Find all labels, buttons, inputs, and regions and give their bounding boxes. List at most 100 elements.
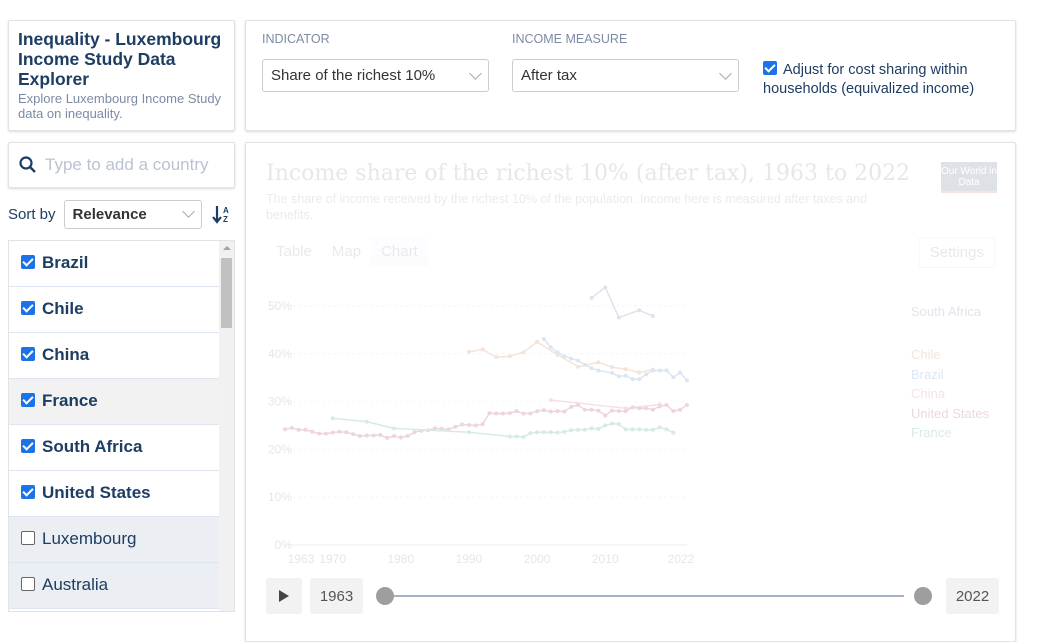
series-line <box>332 417 674 438</box>
tab-map[interactable]: Map <box>331 243 362 260</box>
data-point <box>671 430 676 435</box>
tab-chart[interactable]: Chart <box>371 237 428 266</box>
income-measure-label: INCOME MEASURE <box>512 32 628 46</box>
play-button[interactable] <box>266 578 302 614</box>
data-point <box>671 409 676 414</box>
data-point <box>657 402 662 407</box>
data-point <box>337 429 342 434</box>
data-point <box>637 308 642 313</box>
data-point <box>596 360 601 365</box>
data-point <box>548 398 553 403</box>
series-label: China <box>911 386 946 401</box>
data-point <box>610 365 615 370</box>
data-point <box>555 352 560 357</box>
data-point <box>630 405 635 410</box>
data-point <box>487 411 492 416</box>
sort-alpha-icon[interactable]: AZ <box>211 204 232 224</box>
tab-table[interactable]: Table <box>276 243 312 260</box>
country-checkbox[interactable] <box>21 301 35 315</box>
data-point <box>392 434 397 439</box>
country-item[interactable]: France <box>9 379 220 425</box>
data-point <box>637 406 642 411</box>
scroll-up-arrow-icon[interactable] <box>223 246 231 250</box>
data-point <box>610 370 615 375</box>
chart-tabs: Table Map Chart <box>266 237 428 266</box>
y-tick-label: 40% <box>268 347 292 361</box>
country-item[interactable]: United States <box>9 471 220 517</box>
country-item[interactable]: Luxembourg <box>9 517 220 563</box>
country-list: Brazil Chile China France South Africa United… <box>8 240 235 612</box>
income-measure-select[interactable]: After tax <box>512 59 739 92</box>
data-point <box>569 428 574 433</box>
data-point <box>392 426 397 431</box>
country-item[interactable]: South Africa <box>9 425 220 471</box>
income-measure-value: After tax <box>521 67 577 84</box>
country-checkbox[interactable] <box>21 485 35 499</box>
country-search[interactable] <box>8 142 235 188</box>
indicator-label: INDICATOR <box>262 32 330 46</box>
timeline-track[interactable] <box>384 595 904 597</box>
data-point <box>514 409 519 414</box>
timeline-start-year[interactable]: 1963 <box>310 578 363 614</box>
data-point <box>371 433 376 438</box>
data-point <box>678 370 683 375</box>
data-point <box>548 345 553 350</box>
data-point <box>480 422 485 427</box>
data-point <box>521 350 526 355</box>
data-point <box>623 373 628 378</box>
country-checkbox[interactable] <box>21 393 35 407</box>
data-point <box>582 427 587 432</box>
country-checkbox[interactable] <box>21 439 35 453</box>
country-name: France <box>42 391 98 410</box>
sort-select[interactable]: Relevance <box>63 199 202 229</box>
data-point <box>623 427 628 432</box>
data-point <box>589 426 594 431</box>
explorer-subtitle: Explore Luxembourg Income Study data on … <box>18 91 222 121</box>
svg-text:A: A <box>223 206 229 215</box>
x-tick-label: 1970 <box>319 552 346 566</box>
y-tick-label: 10% <box>268 490 292 504</box>
data-point <box>494 411 499 416</box>
data-point <box>616 315 621 320</box>
data-point <box>521 434 526 439</box>
scrollbar-thumb[interactable] <box>221 258 232 328</box>
settings-button[interactable]: Settings <box>918 237 995 268</box>
timeline-end-handle[interactable] <box>914 587 932 605</box>
country-item[interactable]: China <box>9 333 220 379</box>
data-point <box>596 408 601 413</box>
search-input[interactable] <box>45 155 225 175</box>
country-checkbox[interactable] <box>21 577 35 591</box>
data-point <box>310 429 315 434</box>
data-point <box>357 434 362 439</box>
timeline-end-year[interactable]: 2022 <box>946 578 999 614</box>
country-checkbox[interactable] <box>21 531 35 545</box>
indicator-value: Share of the richest 10% <box>271 67 436 84</box>
data-point <box>603 413 608 418</box>
data-point <box>589 295 594 300</box>
indicator-select[interactable]: Share of the richest 10% <box>262 59 489 92</box>
equivalized-checkbox[interactable] <box>763 61 777 75</box>
country-checkbox[interactable] <box>21 255 35 269</box>
explorer-controls: INDICATOR Share of the richest 10% INCOM… <box>245 20 1016 131</box>
equivalized-option[interactable]: Adjust for cost sharing within household… <box>763 59 1003 99</box>
data-point <box>548 409 553 414</box>
data-point <box>610 408 615 413</box>
data-point <box>323 431 328 436</box>
country-checkbox[interactable] <box>21 347 35 361</box>
series-line <box>543 338 688 382</box>
series-label: Brazil <box>911 367 944 382</box>
data-point <box>671 375 676 380</box>
scrollbar[interactable] <box>219 241 234 611</box>
x-tick-label: 1990 <box>456 552 483 566</box>
country-item[interactable]: Australia <box>9 563 220 609</box>
timeline-start-handle[interactable] <box>376 587 394 605</box>
data-point <box>644 406 649 411</box>
data-point <box>351 432 356 437</box>
chevron-down-icon <box>719 66 732 80</box>
country-item[interactable]: Chile <box>9 287 220 333</box>
data-point <box>473 423 478 428</box>
country-name: Australia <box>42 575 109 594</box>
data-point <box>439 426 444 431</box>
country-item[interactable]: Brazil <box>9 241 220 287</box>
y-tick-label: 50% <box>268 299 292 313</box>
